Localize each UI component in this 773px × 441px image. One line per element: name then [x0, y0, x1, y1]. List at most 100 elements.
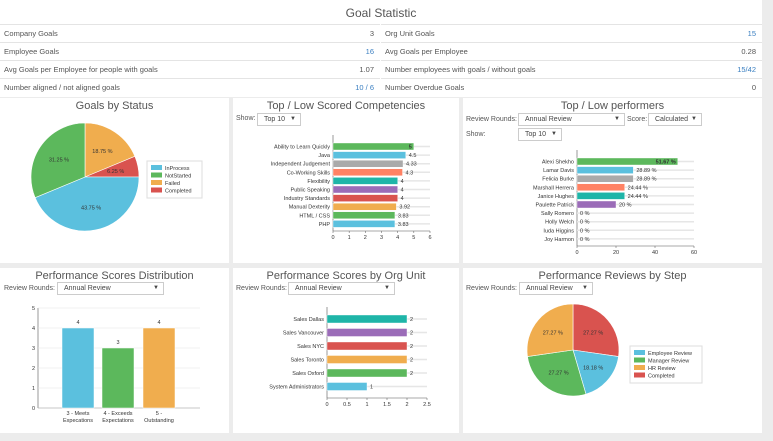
category-label: Sales Toronto — [290, 358, 324, 364]
pie-slice-label: 6.25 % — [107, 169, 124, 175]
legend-label: Employee Review — [648, 351, 692, 357]
legend-label: InProcess — [165, 166, 190, 172]
score-label: Score: — [627, 116, 648, 123]
pie-slice-label: 43.75 % — [81, 206, 101, 212]
bar — [332, 220, 396, 228]
bar-value-label: 2 — [410, 331, 413, 337]
bar-value-label: 2 — [410, 358, 413, 364]
goal-stat-row: Employee Goals 16 — [0, 42, 380, 60]
x-tick-label: 0.5 — [343, 402, 351, 408]
goal-stat-value[interactable]: 15 — [747, 29, 756, 38]
show-value: Top 10 — [264, 116, 286, 123]
category-label: Paulette Patrick — [535, 203, 574, 209]
bar — [332, 159, 404, 168]
bar — [332, 211, 396, 220]
bar-value-label: 20 % — [619, 203, 632, 209]
category-label: Public Speaking — [291, 188, 330, 194]
caret-down-icon: ▼ — [384, 285, 390, 291]
x-tick-label: 0 — [325, 402, 328, 408]
caret-down-icon: ▼ — [153, 285, 159, 291]
category-label: Sales Dallas — [293, 317, 324, 323]
panel-title: Performance Scores by Org Unit — [266, 270, 426, 282]
category-label: Alexi Shekho — [542, 160, 574, 166]
review-rounds-select[interactable]: Annual Review ▼ — [57, 282, 164, 295]
legend-swatch — [151, 172, 162, 178]
bar — [326, 368, 408, 378]
x-tick-label: 5 — [412, 235, 415, 241]
bar — [576, 166, 634, 174]
y-tick-label: 1 — [32, 386, 35, 392]
x-tick-label: 1 — [365, 402, 368, 408]
goal-stat-row: Number aligned / not aligned goals 10 / 6 — [0, 78, 380, 96]
pie-slice — [527, 349, 587, 397]
goal-stat-value[interactable]: 10 / 6 — [355, 83, 374, 92]
goal-statistic-title: Goal Statistic — [345, 6, 417, 20]
bar-value-label: 4.5 — [409, 153, 417, 159]
goal-stat-value[interactable]: 15/42 — [737, 65, 756, 74]
bar-value-label: 4 — [76, 320, 79, 326]
category-label: Expectations — [102, 418, 134, 424]
pie-slice — [572, 303, 620, 357]
review-rounds-select[interactable]: Annual Review ▼ — [518, 113, 625, 126]
review-rounds-label: Review Rounds: — [466, 116, 517, 123]
caret-down-icon: ▼ — [691, 116, 697, 122]
legend-label: Manager Review — [648, 359, 689, 365]
orgunit-panel: Performance Scores by Org Unit Review Ro… — [233, 268, 459, 433]
x-tick-label: 2 — [405, 402, 408, 408]
panel-title: Performance Reviews by Step — [538, 270, 687, 282]
legend-swatch — [151, 187, 162, 193]
x-tick-label: 2 — [364, 235, 367, 241]
x-tick-label: 40 — [652, 250, 658, 256]
goal-stat-value: 0.28 — [741, 47, 756, 56]
score-select[interactable]: Calculated ▼ — [648, 113, 702, 126]
goal-stat-label: Avg Goals per Employee for people with g… — [4, 65, 158, 74]
y-tick-label: 3 — [32, 346, 35, 352]
bar — [576, 157, 678, 166]
goal-stat-value[interactable]: 16 — [365, 47, 374, 56]
show-label: Show: — [466, 131, 486, 138]
goal-stat-label: Number aligned / not aligned goals — [4, 83, 120, 92]
x-tick-label: 6 — [428, 235, 431, 241]
legend-label: NotStarted — [165, 174, 191, 180]
pie-slice-label: 27.27 % — [583, 331, 603, 337]
bar — [332, 177, 398, 185]
category-label: Sales Vancouver — [283, 331, 324, 337]
caret-down-icon: ▼ — [551, 131, 557, 137]
x-tick-label: 20 — [613, 250, 619, 256]
show-select[interactable]: Top 10 ▼ — [518, 128, 562, 141]
goal-stat-label: Org Unit Goals — [385, 29, 435, 38]
review-rounds-label: Review Rounds: — [236, 285, 287, 292]
bar-value-label: 24.44 % — [628, 185, 648, 191]
bar — [576, 200, 617, 209]
pie-slice-label: 18.75 % — [92, 149, 112, 155]
review-rounds-select[interactable]: Annual Review ▼ — [519, 282, 593, 295]
goal-statistic-panel: Goal Statistic Company Goals 3 Employee Go… — [0, 0, 762, 97]
bar-value-label: 0 % — [580, 228, 590, 234]
show-select[interactable]: Top 10 ▼ — [257, 113, 301, 126]
caret-down-icon: ▼ — [290, 116, 296, 122]
pie-slice-label: 31.25 % — [49, 158, 69, 164]
category-label: HTML / CSS — [299, 213, 330, 219]
x-tick-label: 0 — [575, 250, 578, 256]
bar-value-label: 3 — [116, 340, 119, 346]
goal-stat-row: Number Overdue Goals 0 — [381, 78, 762, 96]
panel-title: Top / Low Scored Competencies — [266, 100, 426, 112]
review-rounds-select[interactable]: Annual Review ▼ — [288, 282, 395, 295]
panel-title: Performance Scores Distribution — [35, 270, 194, 282]
pie-slice-label: 18.18 % — [583, 365, 603, 371]
goal-stat-row: Avg Goals per Employee 0.28 — [381, 42, 762, 60]
category-label: Iuda Higgins — [543, 228, 574, 234]
goal-stat-row: Number employees with goals / without go… — [381, 60, 762, 78]
category-label: Holly Welch — [545, 220, 574, 226]
legend-label: Failed — [165, 181, 180, 187]
goal-stat-row: Company Goals 3 — [0, 24, 380, 42]
caret-down-icon: ▼ — [582, 285, 588, 291]
goal-stat-value: 0 — [751, 83, 756, 92]
bar-value-label: 3.83 — [398, 213, 409, 219]
x-tick-label: 0 — [331, 235, 334, 241]
category-label: Manual Dexterity — [289, 205, 331, 211]
x-tick-label: 60 — [691, 250, 697, 256]
bar-value-label: 28.89 % — [636, 168, 656, 174]
bar — [326, 314, 408, 324]
caret-down-icon: ▼ — [614, 116, 620, 122]
